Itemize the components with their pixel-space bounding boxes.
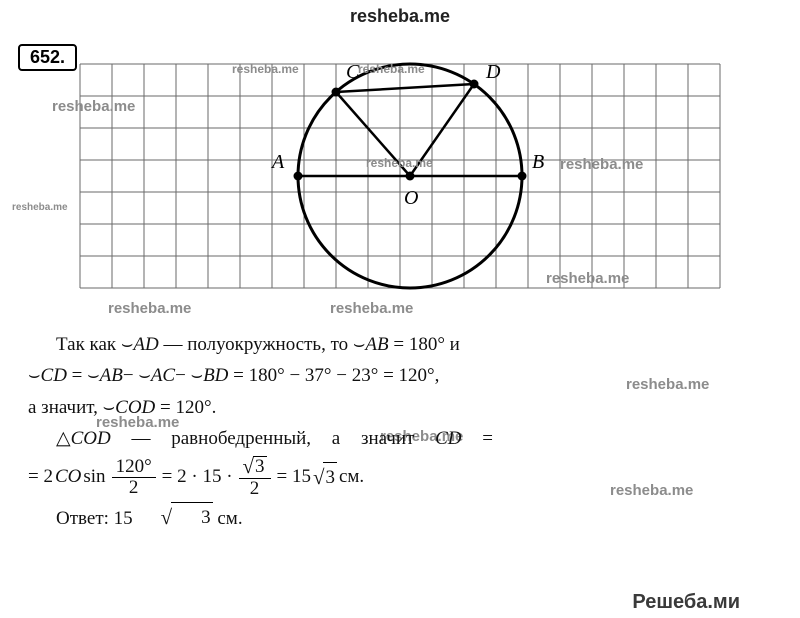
page-footer: Решеба.ми [632, 591, 740, 614]
fraction-120-over-2: 120° 2 [112, 457, 156, 498]
txt: — полуокружность, то ⌣ [159, 334, 366, 355]
site-name: resheba.me [350, 6, 450, 26]
sqrt-icon: 3 [313, 461, 337, 493]
svg-text:B: B [532, 151, 544, 173]
radicand: 3 [171, 502, 213, 532]
radicand: 3 [253, 456, 267, 477]
sqrt-icon: 3 [133, 501, 213, 533]
denominator: 2 [125, 478, 143, 498]
txt: ⌣ [28, 365, 41, 386]
txt: см. [339, 462, 364, 491]
var-AC: AC [151, 365, 175, 386]
txt: = ⌣ [67, 365, 100, 386]
svg-text:A: A [270, 151, 285, 173]
txt: = 15 [277, 462, 311, 491]
diagram: A B O C D [60, 56, 740, 316]
sqrt-icon: 3 [243, 456, 267, 478]
txt: = 180° и [389, 334, 460, 355]
numerator: 120° [112, 457, 156, 478]
var-AB: AB [100, 365, 123, 386]
var-CO: CO [55, 462, 81, 491]
page-header: resheba.me [0, 6, 800, 27]
solution-line-2: ⌣CD = ⌣AB− ⌣AC− ⌣BD = 180° − 37° − 23° =… [28, 361, 772, 390]
numerator: 3 [239, 456, 271, 479]
txt: см. [213, 508, 243, 529]
svg-text:D: D [485, 61, 501, 83]
radicand: 3 [323, 462, 337, 492]
fraction-sqrt3-over-2: 3 2 [239, 456, 271, 499]
txt: sin [83, 462, 105, 491]
var-CD: CD [435, 428, 461, 449]
geometry-svg: A B O C D [60, 56, 740, 316]
var-AD: AD [133, 334, 158, 355]
txt: = 180° − 37° − 23° = 120°, [228, 365, 439, 386]
txt: = 120°. [155, 397, 216, 418]
svg-text:C: C [346, 61, 360, 83]
solution-equation: = 2CO sin 120° 2 = 2 · 15 · 3 2 = 15 3 см… [28, 456, 772, 499]
var-COD: COD [71, 428, 111, 449]
solution-line-1: Так как ⌣AD — полуокружность, то ⌣AB = 1… [28, 330, 772, 359]
solution-answer: Ответ: 15 3 см. [28, 501, 772, 533]
var-BD: BD [203, 365, 228, 386]
var-CD: CD [41, 365, 67, 386]
txt: = 2 · 15 · [162, 462, 233, 491]
txt: Так как ⌣ [56, 334, 133, 355]
solution-line-4: △COD — равнобедренный, а значит CD = [28, 424, 772, 453]
triangle-sym: △ [56, 428, 71, 449]
txt: — равнобедренный, а значит [111, 428, 435, 449]
var-COD: COD [115, 397, 155, 418]
answer-label: Ответ: 15 [56, 508, 133, 529]
txt: = [462, 428, 493, 449]
txt: а значит, ⌣ [28, 397, 115, 418]
footer-text: Решеба.ми [632, 591, 740, 613]
var-AB: AB [365, 334, 388, 355]
solution-text: Так как ⌣AD — полуокружность, то ⌣AB = 1… [28, 328, 772, 535]
txt: − ⌣ [123, 365, 151, 386]
txt: = 2 [28, 462, 53, 491]
solution-line-3: а значит, ⌣COD = 120°. [28, 393, 772, 422]
denominator: 2 [246, 479, 264, 499]
txt: − ⌣ [175, 365, 203, 386]
svg-text:O: O [404, 187, 418, 209]
